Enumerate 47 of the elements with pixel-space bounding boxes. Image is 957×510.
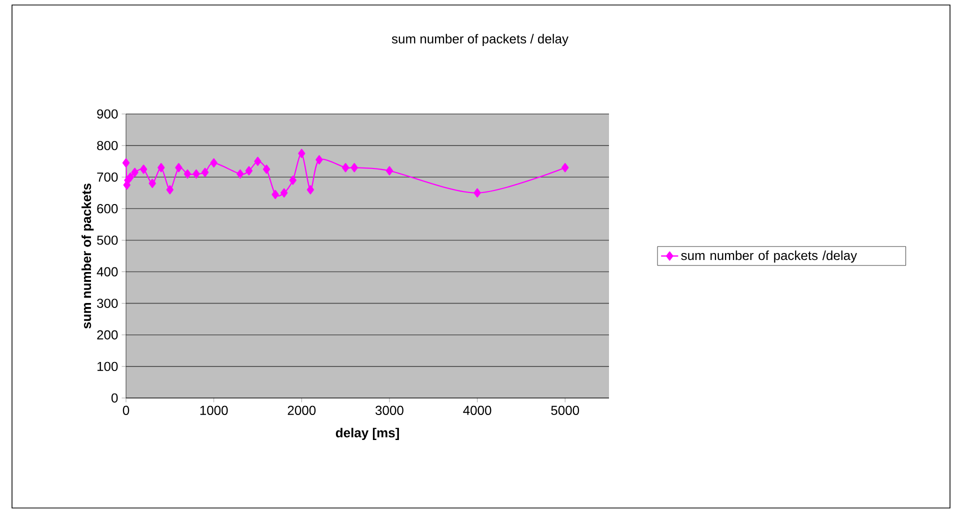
point [306,185,314,194]
y-tick-label: 700 [97,172,118,182]
y-axis-title: sum number of packets [82,184,94,328]
x-tick-label: 1000 [200,406,228,415]
point [140,164,148,174]
point [122,158,130,168]
point [280,188,288,198]
point [298,148,306,158]
y-tick-label: 900 [97,109,118,119]
x-axis-title: delay [ms] [336,428,399,440]
point [126,172,134,182]
point [262,164,270,174]
y-tick-label: 500 [97,236,118,245]
point [386,166,394,176]
point [210,158,218,168]
y-tick-label: 100 [98,362,118,372]
y-tick-label: 200 [97,330,118,340]
point [561,163,569,172]
point [254,156,262,166]
y-tick-label: 400 [96,267,118,276]
point [350,163,358,172]
point [184,169,192,179]
x-tick-label: 3000 [376,406,404,415]
y-tick-label: 800 [97,140,118,150]
x-tick-label: 0 [122,406,130,415]
point [158,163,165,172]
point [148,178,156,188]
x-tick-label: 5000 [551,406,580,415]
point [342,163,350,172]
point [131,168,138,177]
y-tick-label: 0 [111,393,118,403]
y-tick-label: 600 [97,204,118,214]
x-tick-label: 2000 [288,406,316,415]
point [474,188,481,198]
point [192,169,200,179]
point [175,163,182,172]
point [272,190,279,200]
point [316,155,323,164]
chart-title: sum number of packets / delay [392,34,568,46]
legend-label: sum number of packets /delay [681,250,858,263]
point [236,169,244,179]
y-tick-label: 300 [97,298,118,308]
point [289,176,296,185]
point [245,166,253,176]
point [201,168,209,177]
point [166,185,174,194]
x-tick-label: 4000 [463,406,492,415]
